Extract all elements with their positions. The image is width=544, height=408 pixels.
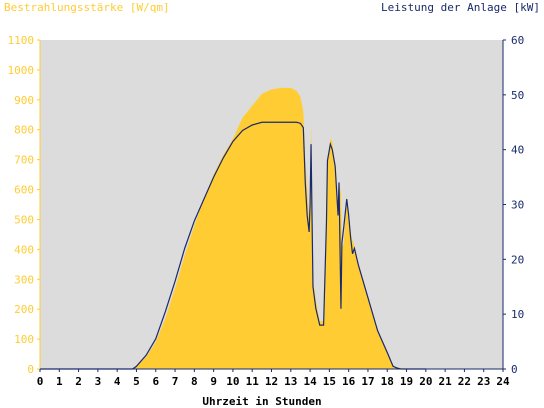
right-tick-label: 50: [511, 89, 524, 102]
x-tick-label: 1: [56, 375, 63, 388]
irradiance-area: [40, 87, 426, 369]
x-tick-label: 3: [95, 375, 102, 388]
left-tick-label: 0: [27, 363, 34, 376]
x-tick-label: 10: [226, 375, 239, 388]
left-tick-label: 400: [14, 243, 34, 256]
x-tick-label: 7: [172, 375, 179, 388]
x-tick-label: 4: [114, 375, 121, 388]
x-tick-label: 15: [323, 375, 336, 388]
x-tick-label: 22: [458, 375, 471, 388]
x-tick-label: 19: [400, 375, 413, 388]
left-tick-label: 700: [14, 154, 34, 167]
left-tick-label: 500: [14, 213, 34, 226]
x-tick-label: 8: [191, 375, 198, 388]
x-tick-label: 14: [303, 375, 317, 388]
right-tick-label: 10: [511, 308, 524, 321]
x-tick-label: 18: [381, 375, 394, 388]
left-tick-label: 1000: [8, 64, 35, 77]
left-tick-label: 1100: [8, 34, 35, 47]
x-tick-label: 16: [342, 375, 356, 388]
x-tick-label: 24: [496, 375, 510, 388]
x-tick-label: 5: [133, 375, 140, 388]
left-tick-label: 900: [14, 94, 34, 107]
x-tick-label: 23: [477, 375, 490, 388]
x-tick-label: 9: [210, 375, 217, 388]
x-tick-label: 0: [37, 375, 44, 388]
right-tick-label: 0: [511, 363, 518, 376]
left-tick-label: 200: [14, 303, 34, 316]
right-tick-label: 60: [511, 34, 524, 47]
right-axis-title: Leistung der Anlage [kW]: [381, 1, 540, 14]
x-tick-label: 6: [152, 375, 159, 388]
x-axis-label: Uhrzeit in Stunden: [202, 395, 321, 408]
x-tick-label: 21: [439, 375, 453, 388]
left-axis-ticks: 0 100 200 300 400 500 600 700 800 900 1000 1100: [8, 34, 40, 376]
power-line: [40, 121, 426, 370]
right-tick-label: 40: [511, 144, 524, 157]
x-tick-label: 11: [246, 375, 260, 388]
x-tick-label: 2: [75, 375, 82, 388]
right-axis-ticks: 0 10 20 30 40 50 60: [503, 34, 524, 376]
x-tick-label: 13: [284, 375, 297, 388]
x-axis-ticks: 0 1 2 3 4 5 6 7 8 9 10 11 12 13 14 15 16 17 18 19 20 21 22 23 24: [37, 369, 510, 388]
left-axis-title: Bestrahlungsstärke [W/qm]: [4, 1, 170, 14]
right-tick-label: 30: [511, 199, 524, 212]
left-tick-label: 300: [14, 273, 34, 286]
x-tick-label: 20: [419, 375, 432, 388]
left-tick-label: 100: [14, 333, 34, 346]
left-tick-label: 600: [14, 184, 34, 197]
x-tick-label: 17: [361, 375, 374, 388]
x-tick-label: 12: [265, 375, 278, 388]
right-tick-label: 20: [511, 253, 524, 266]
left-tick-label: 800: [14, 124, 34, 137]
